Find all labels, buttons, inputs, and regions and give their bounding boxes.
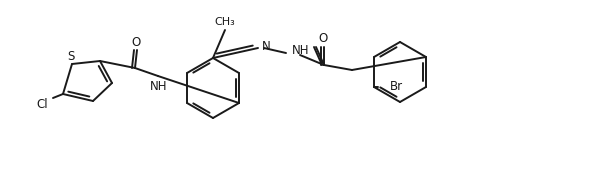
Text: O: O — [319, 33, 328, 46]
Text: NH: NH — [292, 45, 309, 58]
Text: Cl: Cl — [36, 98, 48, 111]
Text: N: N — [262, 40, 271, 54]
Text: NH: NH — [150, 80, 168, 93]
Text: S: S — [67, 51, 74, 64]
Text: Br: Br — [390, 80, 403, 93]
Text: CH₃: CH₃ — [215, 17, 236, 27]
Text: O: O — [132, 36, 141, 49]
